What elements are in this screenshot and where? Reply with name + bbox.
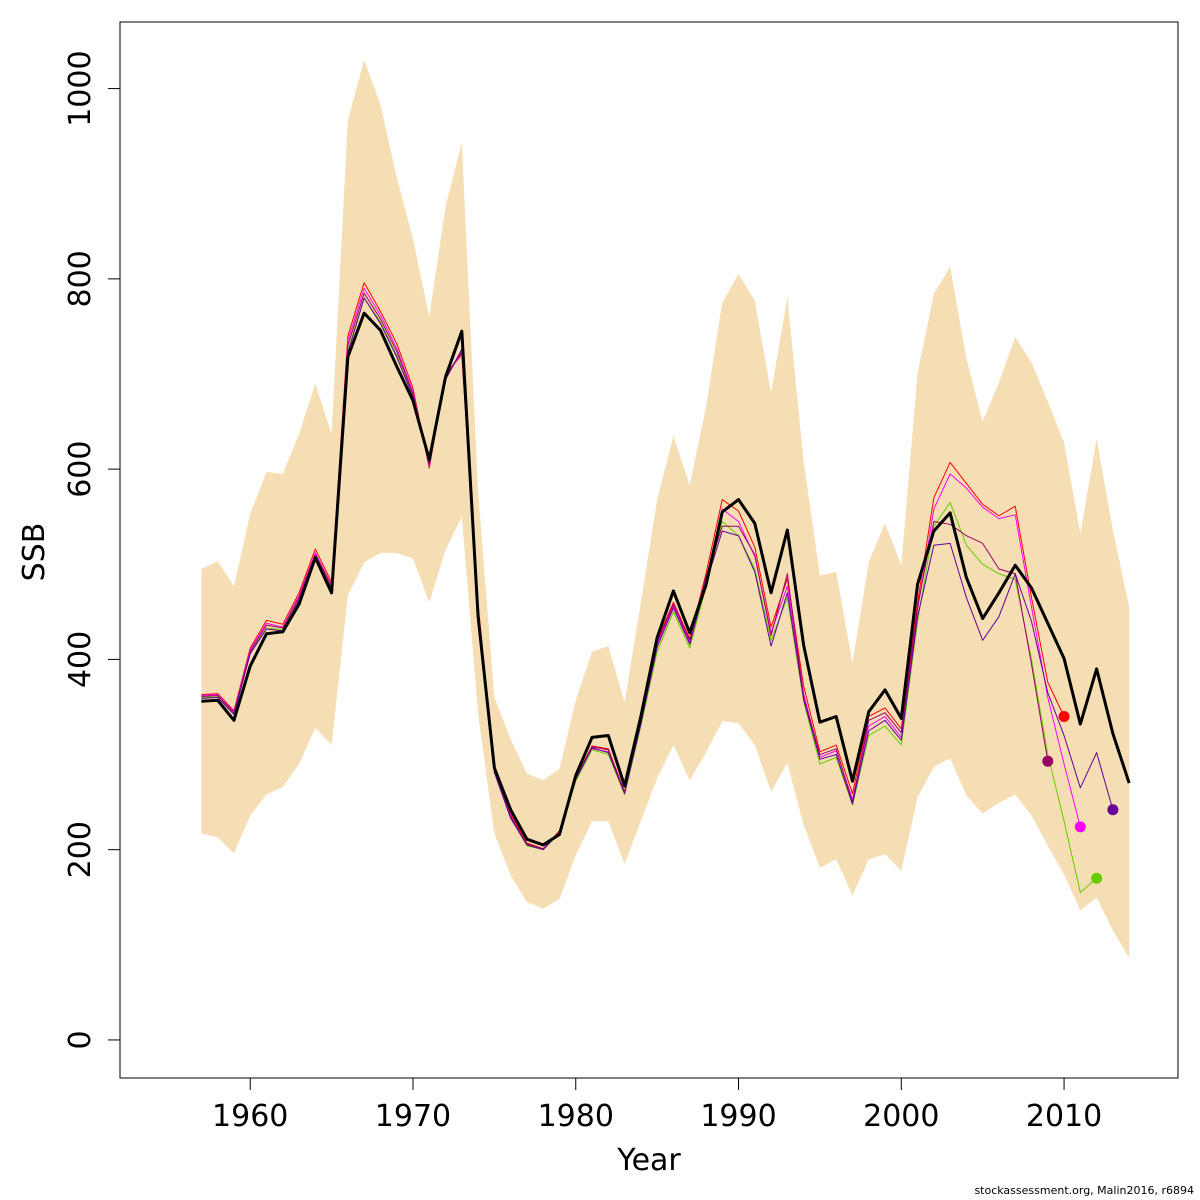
series-end-point-2 bbox=[1074, 821, 1086, 833]
series-line-3 bbox=[201, 297, 1097, 893]
x-axis-title: Year bbox=[616, 1143, 681, 1178]
series-line-6 bbox=[201, 311, 1131, 847]
x-tick-label-1980: 1980 bbox=[538, 1099, 614, 1134]
x-axis: 1960 1970 1980 1990 2000 2010 bbox=[212, 1077, 1102, 1134]
y-tick-label-1000: 1000 bbox=[63, 50, 98, 126]
credit-text: stockassessment.org, Malin2016, r6894 bbox=[974, 1184, 1194, 1197]
x-tick-label-2010: 2010 bbox=[1026, 1099, 1102, 1134]
y-tick-label-600: 600 bbox=[63, 441, 98, 498]
series-line-5 bbox=[201, 297, 1114, 851]
series-end-point-1 bbox=[1058, 710, 1070, 722]
y-tick-label-800: 800 bbox=[63, 250, 98, 307]
confidence-band-layer bbox=[201, 60, 1130, 959]
x-tick-label-1970: 1970 bbox=[375, 1099, 451, 1134]
series-layer bbox=[201, 282, 1131, 893]
x-tick-label-1960: 1960 bbox=[212, 1099, 288, 1134]
series-end-point-3 bbox=[1091, 872, 1103, 884]
y-axis: 0 200 400 600 800 1000 bbox=[63, 50, 121, 1049]
end-marker-layer bbox=[1042, 710, 1119, 884]
y-axis-title: SSB bbox=[17, 523, 52, 582]
series-end-point-4 bbox=[1042, 755, 1054, 767]
x-tick-label-2000: 2000 bbox=[863, 1099, 939, 1134]
series-end-point-5 bbox=[1107, 804, 1119, 816]
confidence-band bbox=[201, 60, 1130, 959]
y-tick-label-200: 200 bbox=[63, 821, 98, 878]
y-tick-label-0: 0 bbox=[63, 1030, 98, 1049]
x-tick-label-1990: 1990 bbox=[700, 1099, 776, 1134]
y-tick-label-400: 400 bbox=[63, 631, 98, 688]
